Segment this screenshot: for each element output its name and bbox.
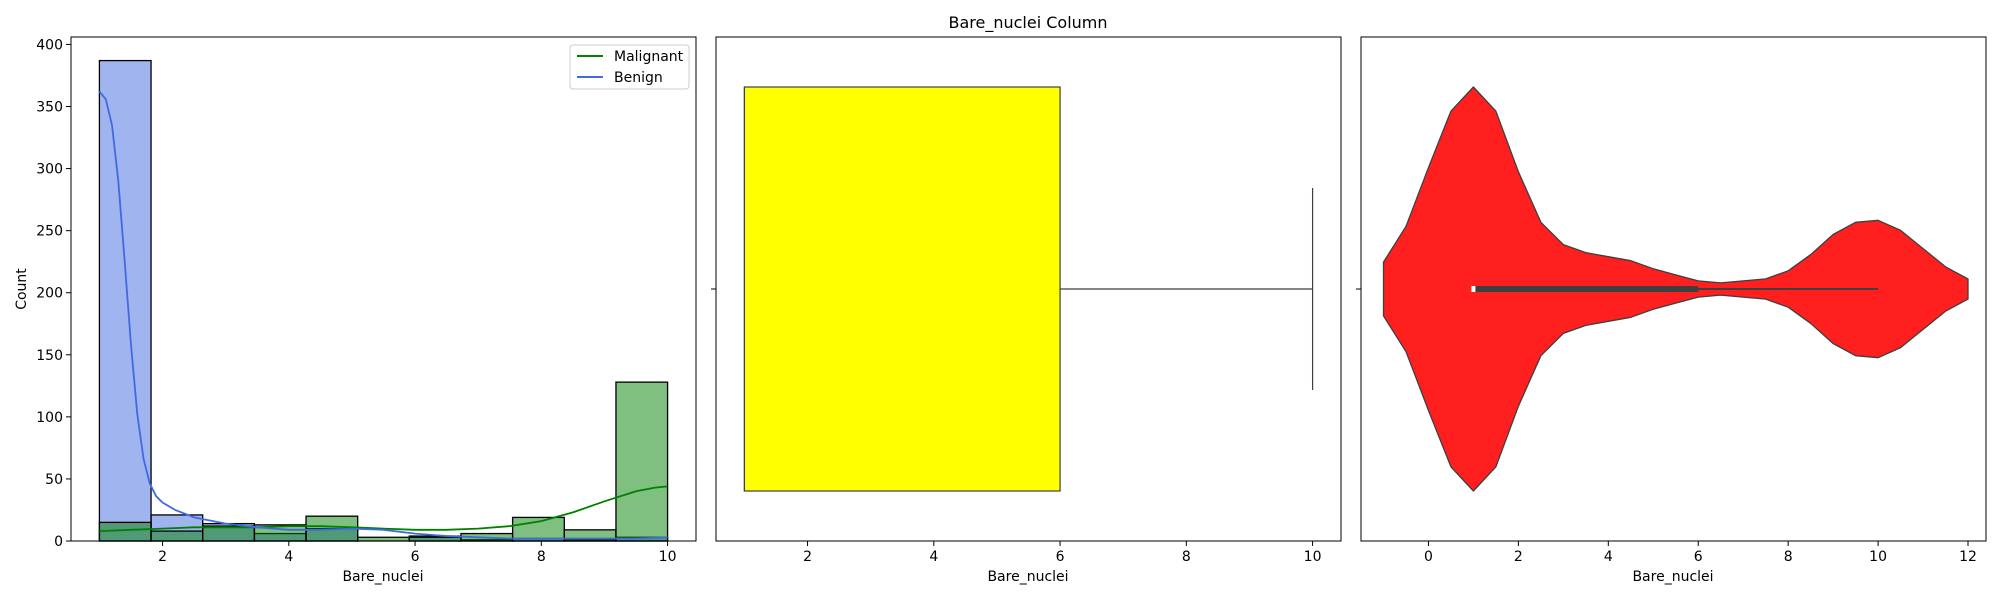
boxplot-xlabel: Bare_nuclei bbox=[987, 569, 1068, 585]
violin-xlabel: Bare_nuclei bbox=[1632, 569, 1713, 585]
histogram-ytick-label: 400 bbox=[36, 37, 63, 53]
legend-malignant-label: Malignant bbox=[614, 49, 684, 65]
kde-lines bbox=[98, 91, 668, 540]
violin-xtick-label: 6 bbox=[1694, 549, 1703, 565]
boxplot-xtick-label: 8 bbox=[1182, 549, 1191, 565]
violin-xtick-label: 0 bbox=[1424, 549, 1433, 565]
violin-xtick-label: 2 bbox=[1514, 549, 1523, 565]
histogram-xtick-label: 2 bbox=[158, 549, 167, 565]
histogram-ytick-label: 250 bbox=[36, 224, 63, 240]
histogram-xtick-label: 10 bbox=[659, 549, 677, 565]
violin-xtick-label: 8 bbox=[1784, 549, 1793, 565]
boxplot-xtick-label: 6 bbox=[1056, 549, 1065, 565]
malignant-bar bbox=[615, 381, 669, 542]
histogram-xtick-label: 4 bbox=[284, 549, 293, 565]
boxplot-xtick-label: 2 bbox=[803, 549, 812, 565]
histogram-ylabel: Count bbox=[14, 268, 30, 310]
violin-xtick-label: 12 bbox=[1959, 549, 1977, 565]
violin bbox=[1382, 86, 1969, 492]
violin-iqr-bar bbox=[1473, 286, 1699, 292]
box bbox=[743, 86, 1314, 492]
histogram-xlabel: Bare_nuclei bbox=[342, 569, 423, 585]
malignant-bar bbox=[357, 536, 410, 542]
violin-xtick-label: 4 bbox=[1604, 549, 1613, 565]
histogram-xtick-label: 6 bbox=[411, 549, 420, 565]
histogram-xtick-label: 8 bbox=[537, 549, 546, 565]
malignant-bar bbox=[150, 530, 204, 542]
histogram-ytick-label: 200 bbox=[36, 286, 63, 302]
malignant-bar bbox=[202, 525, 256, 542]
histogram-axes-frame bbox=[70, 36, 697, 542]
violin-xtick-label: 10 bbox=[1869, 549, 1887, 565]
boxplot-xtick-label: 4 bbox=[929, 549, 938, 565]
boxplot-ticks: 2 4 6 8 10 bbox=[803, 541, 1322, 565]
malignant-bar bbox=[408, 536, 462, 542]
violin-median-marker bbox=[1471, 286, 1476, 292]
legend-benign-label: Benign bbox=[614, 70, 663, 86]
box-body bbox=[743, 86, 1061, 492]
histogram-ytick-label: 50 bbox=[45, 472, 63, 488]
malignant-bar bbox=[98, 521, 152, 542]
histogram-ytick-label: 0 bbox=[54, 534, 63, 550]
benign-kde-line bbox=[98, 91, 668, 540]
benign-bar bbox=[98, 59, 152, 542]
boxplot-panel: 2 4 6 8 10 Bare_nuclei bbox=[711, 36, 1342, 585]
histogram-ytick-label: 350 bbox=[36, 100, 63, 116]
violin-ticks: 0 2 4 6 8 10 12 bbox=[1424, 541, 1977, 565]
violin-panel: 0 2 4 6 8 10 12 Bare_nuclei bbox=[1356, 36, 1987, 585]
figure-title: Bare_nuclei Column bbox=[948, 13, 1107, 33]
histogram-ytick-label: 150 bbox=[36, 348, 63, 364]
histogram-ytick-label: 100 bbox=[36, 410, 63, 426]
malignant-kde-line bbox=[99, 485, 668, 532]
legend: Malignant Benign bbox=[569, 44, 690, 90]
histogram-ytick-label: 300 bbox=[36, 162, 63, 178]
benign-bars bbox=[98, 59, 669, 542]
boxplot-xtick-label: 10 bbox=[1304, 549, 1322, 565]
